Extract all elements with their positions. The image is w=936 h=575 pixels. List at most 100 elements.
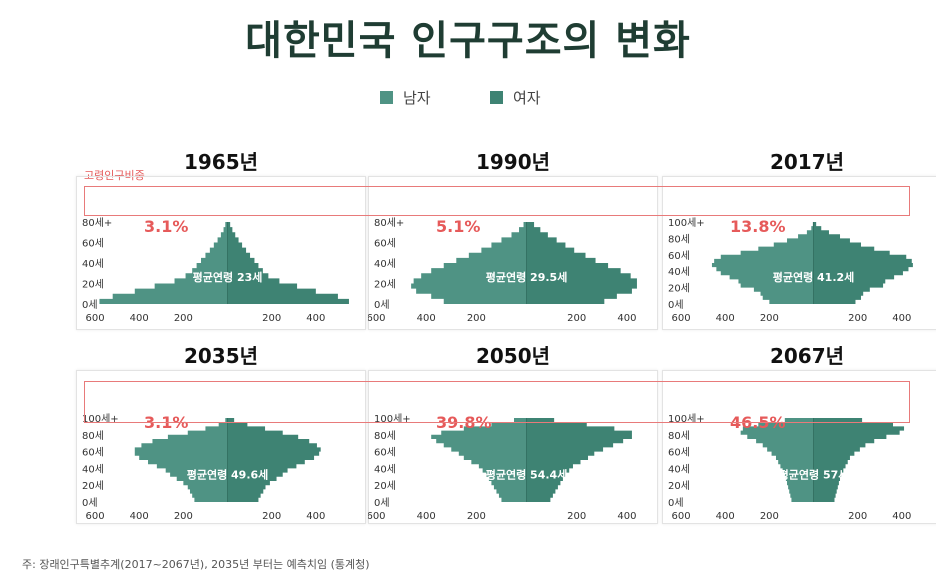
y-tick-label: 40세	[668, 463, 690, 475]
female-population-area	[227, 222, 349, 304]
x-tick-label: 600	[85, 313, 104, 324]
legend-item-male: 남자	[380, 86, 431, 108]
male-population-area	[99, 222, 228, 304]
male-population-area	[431, 418, 527, 502]
female-population-area	[813, 418, 905, 502]
y-tick-label: 60세	[374, 447, 396, 459]
female-population-area	[526, 418, 632, 502]
x-tick-label: 400	[716, 313, 735, 324]
female-population-area	[813, 222, 913, 304]
y-tick-label: 60세	[668, 250, 690, 262]
y-tick-label: 20세	[374, 279, 396, 291]
legend: 남자 여자	[370, 86, 590, 108]
x-tick-label: 200	[567, 511, 586, 522]
mean-age-label: 평균연령 23세	[193, 270, 263, 284]
pyramid-panel: 2067년 0세 20세 40세 60세 80세 100세+ 600 400 200 200 400 4…	[662, 340, 936, 524]
elderly-percentage: 13.8%	[730, 217, 786, 236]
panel-frame	[76, 176, 366, 330]
legend-label-female: 여자	[513, 88, 541, 107]
female-population-area	[227, 418, 321, 502]
pyramid-panel: 2017년 0세 20세 40세 60세 80세 100세+ 600 400 200 200 400 1…	[662, 146, 936, 330]
x-tick-label: 600	[671, 313, 690, 324]
pyramid-svg: 0세 20세 40세 60세 80세 100세+ 600 400 200 200 400 13.8% 평…	[668, 217, 913, 324]
mean-age-label: 평균연령 29.5세	[486, 270, 568, 284]
pyramid-panel: 1990년 0세 20세 40세 60세 80세+ 600 400 200 200 400 5.1% 평…	[368, 146, 658, 330]
y-tick-label: 40세	[82, 463, 104, 475]
y-tick-label: 80세	[668, 430, 690, 442]
elderly-ratio-label: 고령인구비중	[84, 169, 145, 182]
panel-title: 1990년	[475, 150, 551, 174]
x-tick-label: 400	[130, 511, 149, 522]
y-tick-label: 80세	[374, 430, 396, 442]
legend-swatch-female	[490, 90, 503, 104]
y-tick-label: 20세	[668, 283, 690, 295]
male-population-area	[711, 222, 814, 304]
pyramid-svg: 0세 20세 40세 60세 80세+ 600 400 200 200 400 5.1% 평균연령 2…	[368, 217, 637, 324]
male-population-area	[740, 418, 814, 502]
panel-title: 2067년	[769, 344, 845, 368]
x-tick-label: 400	[716, 511, 735, 522]
mean-age-label: 평균연령 57세	[779, 467, 849, 481]
panel-title: 1965년	[183, 150, 259, 174]
y-tick-label: 0세	[668, 497, 684, 509]
y-tick-label: 80세	[82, 430, 104, 442]
x-tick-label: 400	[892, 313, 911, 324]
y-tick-label: 80세	[668, 233, 690, 245]
x-tick-label: 400	[617, 313, 636, 324]
elderly-percentage: 3.1%	[144, 217, 188, 236]
mean-age-label: 평균연령 49.6세	[187, 467, 269, 481]
y-tick-label: 0세	[82, 299, 98, 311]
source-note: 주: 장래인구특별추계(2017~2067년), 2035년 부터는 예측치임 …	[22, 558, 370, 571]
x-tick-label: 400	[892, 511, 911, 522]
panel-frame	[662, 370, 936, 524]
x-tick-label: 200	[174, 313, 193, 324]
y-tick-label: 0세	[374, 497, 390, 509]
x-tick-label: 200	[262, 511, 281, 522]
x-tick-label: 400	[617, 511, 636, 522]
x-tick-label: 200	[760, 511, 779, 522]
female-population-area	[526, 222, 637, 304]
y-tick-label: 20세	[82, 279, 104, 291]
panel-title: 2035년	[183, 344, 259, 368]
y-tick-label: 0세	[668, 299, 684, 311]
page-title: 대한민국 인구구조의 변화	[245, 18, 691, 64]
x-tick-label: 400	[417, 511, 436, 522]
x-tick-label: 200	[467, 511, 486, 522]
y-tick-label: 60세	[82, 238, 104, 250]
y-tick-label: 20세	[668, 480, 690, 492]
x-tick-label: 400	[306, 313, 325, 324]
panel-frame	[368, 176, 658, 330]
elderly-highlight-bottom	[84, 381, 910, 423]
male-population-area	[411, 222, 527, 304]
male-population-area	[134, 418, 228, 502]
x-tick-label: 400	[130, 313, 149, 324]
x-tick-label: 200	[262, 313, 281, 324]
legend-item-female: 여자	[490, 86, 541, 108]
panel-title: 2050년	[475, 344, 551, 368]
pyramid-panel: 1965년 0세 20세 40세 60세 80세+ 600 400 200 200 400 3.1% 평…	[76, 146, 366, 330]
y-tick-label: 20세	[374, 480, 396, 492]
y-tick-label: 80세+	[82, 217, 112, 229]
y-tick-label: 0세	[82, 497, 98, 509]
panel-frame	[76, 370, 366, 524]
x-tick-label: 200	[848, 511, 867, 522]
x-tick-label: 200	[760, 313, 779, 324]
mean-age-label: 평균연령 41.2세	[773, 270, 855, 284]
x-tick-label: 600	[368, 313, 386, 324]
y-tick-label: 40세	[82, 258, 104, 270]
y-tick-label: 60세	[668, 447, 690, 459]
y-tick-label: 60세	[82, 447, 104, 459]
x-tick-label: 200	[567, 313, 586, 324]
x-tick-label: 400	[417, 313, 436, 324]
x-tick-label: 600	[368, 511, 386, 522]
y-tick-label: 40세	[374, 463, 396, 475]
panel-frame	[368, 370, 658, 524]
x-tick-label: 600	[85, 511, 104, 522]
y-tick-label: 40세	[374, 258, 396, 270]
mean-age-label: 평균연령 54.4세	[486, 467, 568, 481]
y-tick-label: 20세	[82, 480, 104, 492]
y-tick-label: 60세	[374, 238, 396, 250]
x-tick-label: 200	[174, 511, 193, 522]
panel-frame	[662, 176, 936, 330]
y-tick-label: 0세	[374, 299, 390, 311]
